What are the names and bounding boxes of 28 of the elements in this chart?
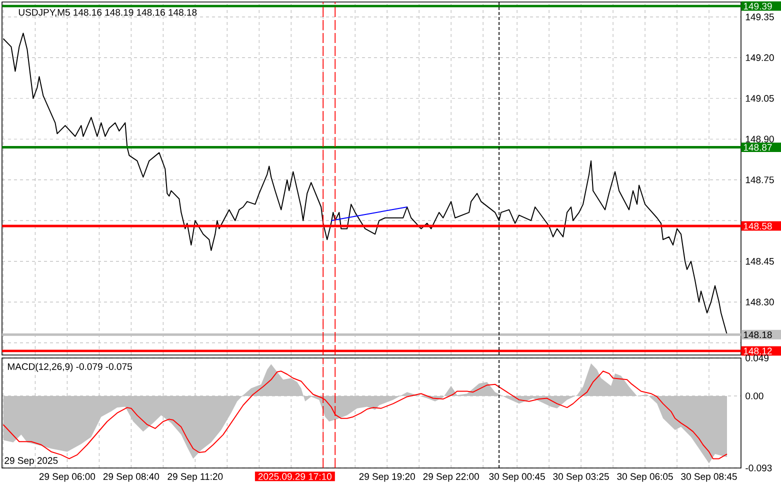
ref-line-label: 148.12 bbox=[744, 348, 772, 354]
ref-line-label: 148.87 bbox=[744, 144, 772, 151]
x-tick-label: 30 Sep 06:05 bbox=[617, 473, 673, 482]
ref-line-label: 148.58 bbox=[744, 222, 772, 230]
y-tick-label: 0.00 bbox=[746, 392, 764, 400]
ref-line-label: 2025.09.29 17:10 bbox=[258, 473, 332, 480]
annotation: 29 Sep 2025 bbox=[4, 457, 58, 466]
ref-line-label: 149.39 bbox=[744, 2, 772, 10]
y-tick-label: 148.45 bbox=[746, 258, 774, 265]
x-tick-label: 29 Sep 08:40 bbox=[103, 473, 160, 482]
x-tick-label: 29 Sep 22:00 bbox=[423, 473, 479, 482]
x-tick-label: 29 Sep 11:20 bbox=[168, 473, 223, 482]
x-tick-label: 29 Sep 06:00 bbox=[39, 473, 96, 482]
y-tick-label: 148.90 bbox=[746, 136, 774, 142]
x-tick-label: 29 Sep 19:20 bbox=[359, 473, 415, 482]
chart-title: MACD(12,26,9) -0.079 -0.075 bbox=[8, 362, 132, 372]
x-tick-label: 30 Sep 03:25 bbox=[553, 473, 609, 482]
y-tick-label: 148.30 bbox=[746, 298, 774, 306]
y-tick-label: 149.05 bbox=[746, 95, 774, 102]
x-tick-label: 30 Sep 00:45 bbox=[489, 473, 545, 482]
y-tick-label: 148.75 bbox=[746, 176, 774, 184]
text: USDJPY,M5 148.16 148.19 148.16 148.18 bbox=[18, 8, 197, 17]
y-tick-label: -0.093 bbox=[746, 464, 772, 472]
x-tick-label: 30 Sep 08:45 bbox=[681, 473, 737, 482]
y-tick-label: 149.20 bbox=[746, 54, 774, 62]
ref-line-label: 148.18 bbox=[744, 331, 772, 338]
y-tick-label: 0.049 bbox=[746, 354, 769, 362]
y-tick-label: 149.35 bbox=[746, 14, 774, 20]
